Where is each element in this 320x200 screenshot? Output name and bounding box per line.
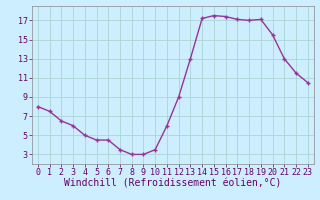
X-axis label: Windchill (Refroidissement éolien,°C): Windchill (Refroidissement éolien,°C): [64, 179, 282, 189]
